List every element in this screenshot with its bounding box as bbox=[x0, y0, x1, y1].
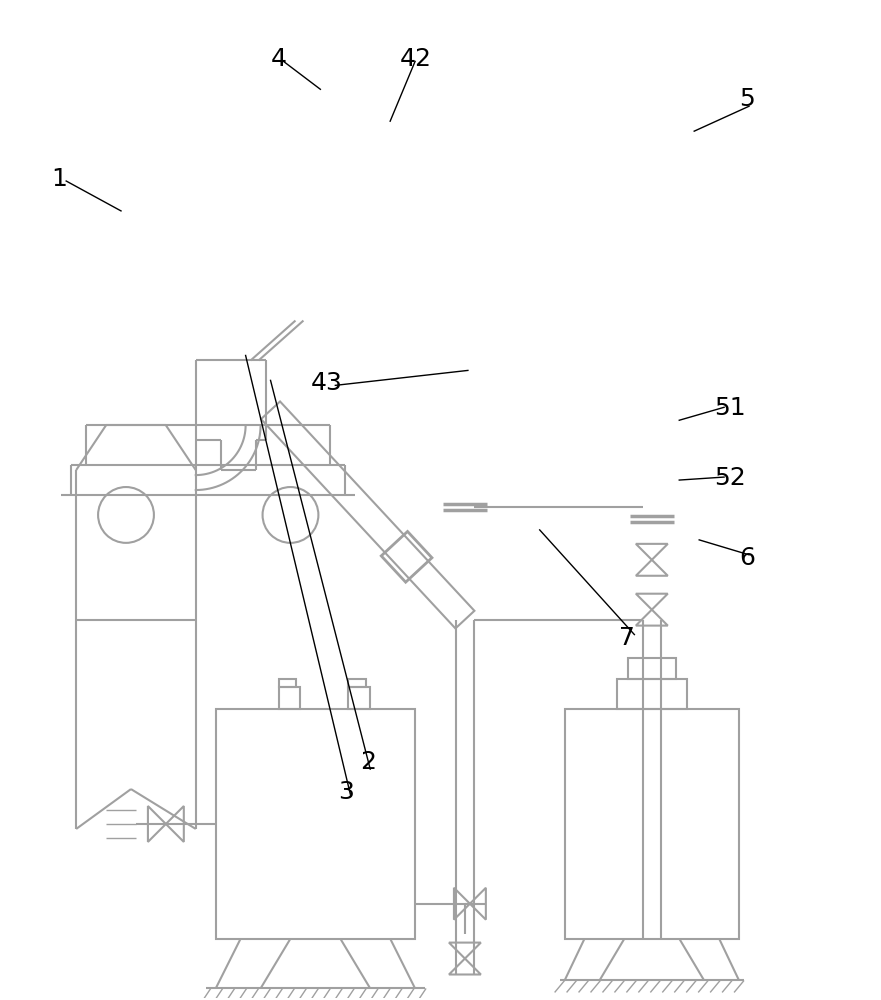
Bar bbox=[348, 687, 370, 709]
Text: 3: 3 bbox=[338, 780, 354, 804]
Text: 6: 6 bbox=[739, 546, 755, 570]
Text: 5: 5 bbox=[739, 87, 755, 111]
Bar bbox=[278, 679, 296, 687]
Text: 43: 43 bbox=[310, 371, 343, 395]
Bar bbox=[278, 687, 300, 709]
Text: 52: 52 bbox=[714, 466, 746, 490]
Text: 7: 7 bbox=[619, 626, 635, 650]
Bar bbox=[348, 679, 366, 687]
Bar bbox=[628, 658, 676, 679]
Bar bbox=[617, 679, 686, 709]
Text: 51: 51 bbox=[714, 396, 745, 420]
Bar bbox=[216, 709, 415, 939]
Text: 4: 4 bbox=[270, 47, 286, 71]
Text: 42: 42 bbox=[400, 47, 432, 71]
Text: 2: 2 bbox=[360, 750, 376, 774]
Text: 1: 1 bbox=[51, 167, 67, 191]
Bar bbox=[565, 709, 739, 939]
